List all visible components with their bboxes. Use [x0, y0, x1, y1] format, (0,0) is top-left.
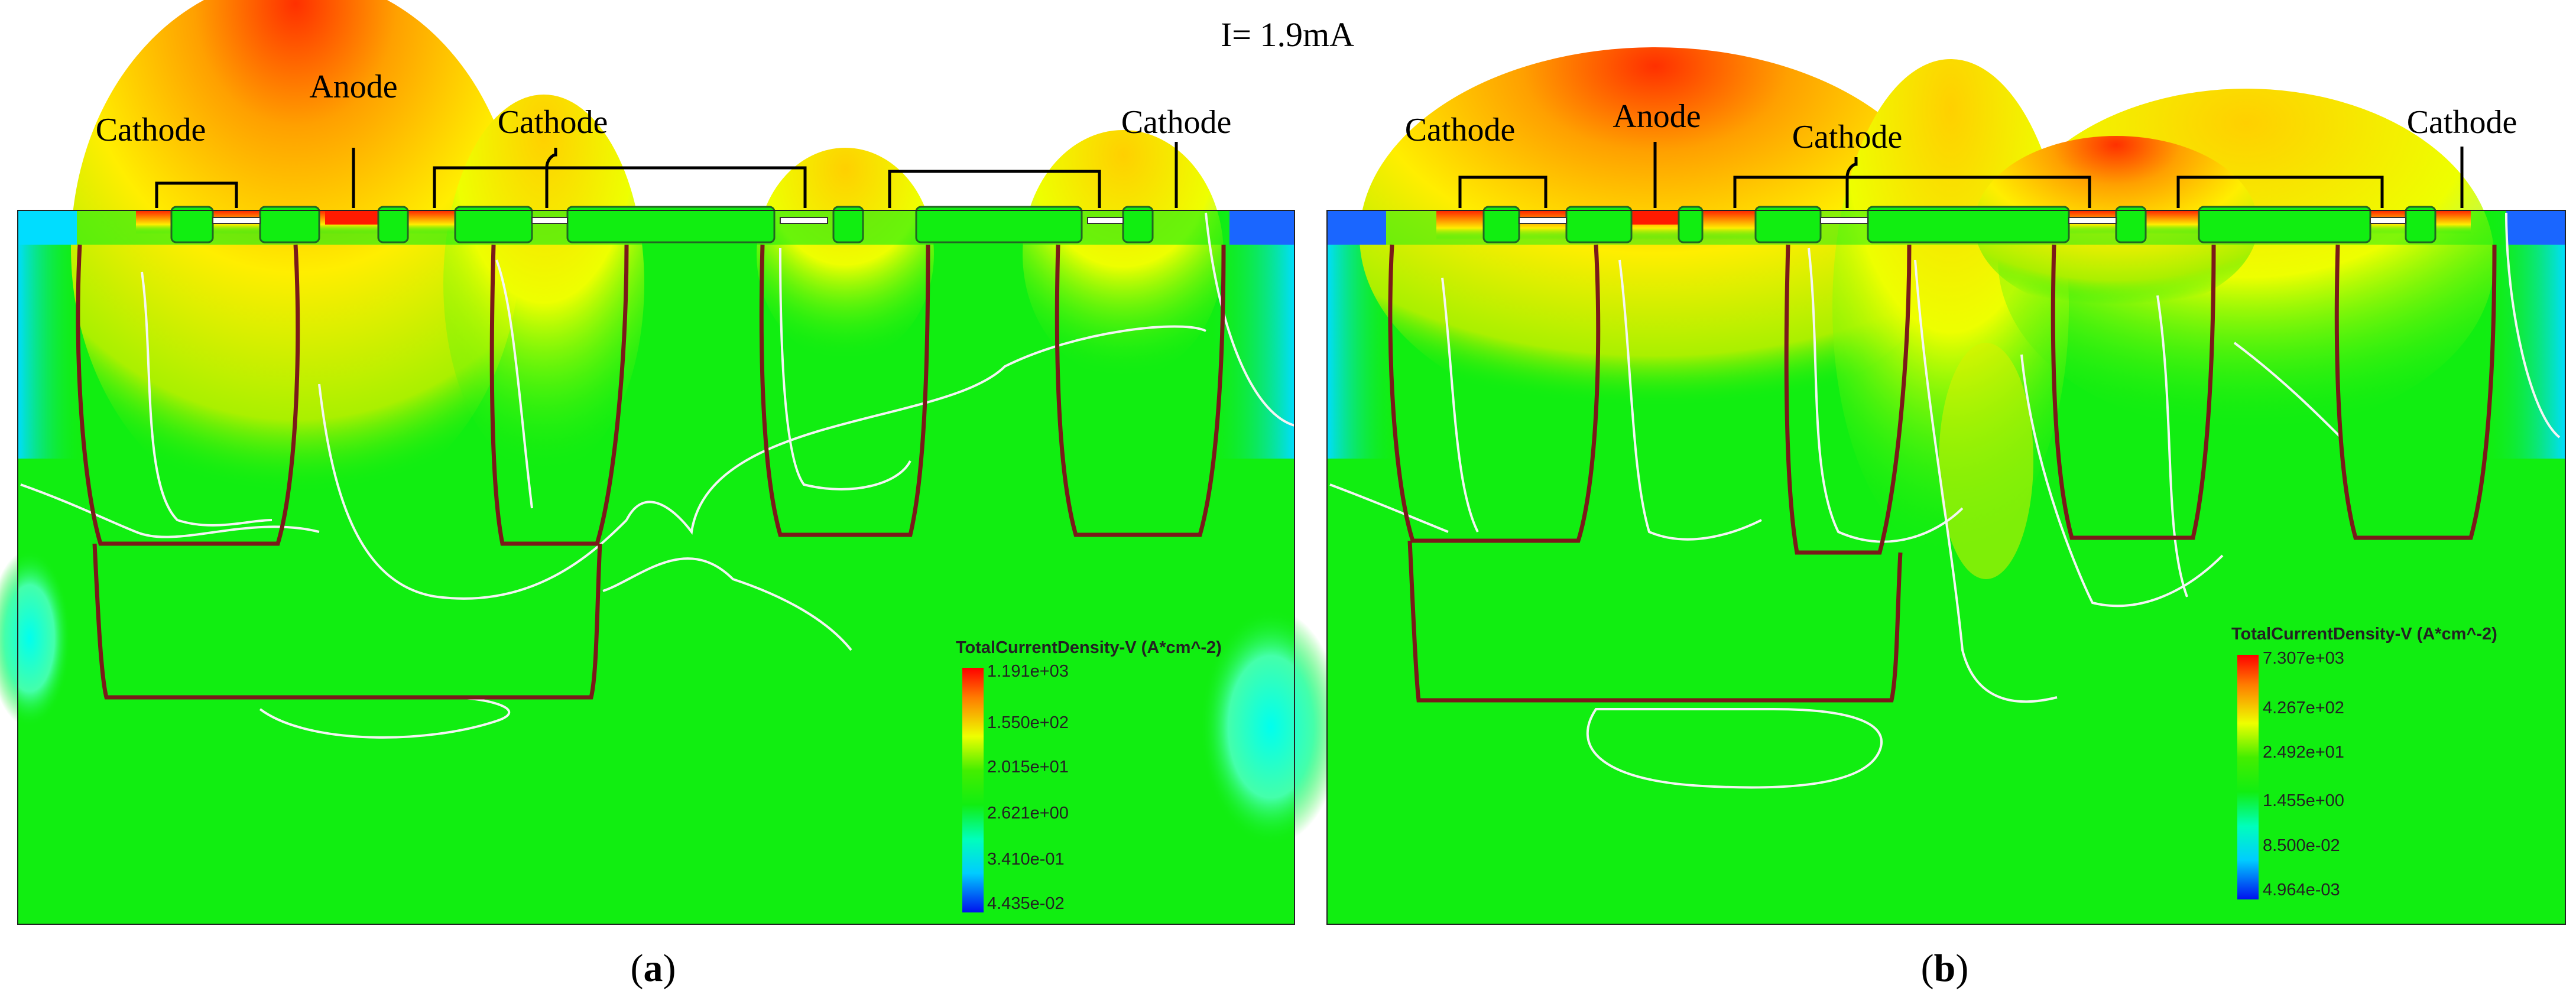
- panel-a-label-anode: Anode: [309, 69, 397, 105]
- panel-a-well-4: [1055, 244, 1226, 537]
- panel-a-deep-well: [92, 543, 602, 700]
- panel-a-legend: TotalCurrentDensity-V (A*cm^-2) 1.191e+0…: [956, 638, 1222, 913]
- panel-b-legend-bar: [2237, 655, 2259, 899]
- panel-a-legend-bar: [962, 668, 984, 912]
- panel-b-legend-tick: 1.455e+00: [2263, 791, 2344, 810]
- panel-b-anode-contact: [1631, 210, 1685, 225]
- panel-a-contours: [20, 212, 1295, 739]
- panel-b-contours: [1329, 212, 2561, 789]
- panel-b-legend-tick: 4.267e+02: [2263, 699, 2344, 717]
- panel-b-label-cathode-1: Cathode: [1405, 112, 1516, 148]
- panel-a-frame: [17, 210, 1295, 925]
- panel-a-label-cathode-1: Cathode: [96, 112, 206, 148]
- panel-a-junction-outlines: [76, 244, 1226, 700]
- panel-b-legend-tick: 4.964e-03: [2263, 881, 2340, 899]
- panel-a-well-2: [489, 244, 629, 546]
- panel-b-deep-well: [1407, 540, 1903, 703]
- panel-b-label-anode: Anode: [1613, 98, 1701, 135]
- panel-a-legend-tick: 2.621e+00: [987, 804, 1069, 823]
- panel-b-electrode-wiring: [1458, 142, 2464, 208]
- panel-a-legend-title: TotalCurrentDensity-V (A*cm^-2): [956, 638, 1222, 657]
- panel-b-well-4: [2334, 244, 2497, 540]
- panel-a-surface-blocks: [170, 206, 1154, 243]
- panel-a-legend-tick: 1.550e+02: [987, 713, 1069, 732]
- panel-a-cathode3-warm-region: [757, 148, 934, 360]
- panel-a-label-cathode-2: Cathode: [498, 104, 608, 141]
- panel-a-caption: (a): [631, 947, 676, 990]
- panel-a-well-3: [759, 244, 930, 537]
- panel-b-well-2: [1784, 244, 1912, 555]
- panel-a-cathode2-warm-region: [443, 95, 644, 473]
- panel-b-legend-title: TotalCurrentDensity-V (A*cm^-2): [2231, 625, 2497, 644]
- panel-b-legend-tick: 7.307e+03: [2263, 649, 2344, 668]
- panel-a-legend-tick: 4.435e-02: [987, 894, 1065, 913]
- panel-b-surface-blocks: [1482, 206, 2437, 243]
- panel-b: Cathode Anode Cathode Cathode TotalCurre…: [1326, 47, 2566, 990]
- figure-title: I= 1.9mA: [1221, 15, 1354, 54]
- panel-a-legend-tick: 1.191e+03: [987, 662, 1069, 681]
- panel-b-oxide-strips: [1519, 217, 2406, 224]
- panel-b-frame: [1326, 210, 2566, 925]
- panel-a-legend-tick: 2.015e+01: [987, 758, 1069, 777]
- panel-b-well-1: [1388, 244, 1601, 543]
- panel-b-surface-left-blue: [1327, 210, 1386, 245]
- panel-b-surface-right-blue: [2506, 210, 2565, 245]
- panel-a-legend-tick: 3.410e-01: [987, 850, 1065, 869]
- panel-a-surface-right-blue: [1229, 210, 1295, 245]
- panel-a-cathode4-warm-region: [1023, 130, 1224, 378]
- panel-b-filament-region: [1939, 343, 2033, 579]
- panel-b-well-3: [2051, 244, 2216, 540]
- panel-a-surface-left-cyan: [18, 210, 77, 245]
- panel-b-label-cathode-3: Cathode: [2407, 104, 2517, 141]
- panel-b-label-cathode-2: Cathode: [1792, 119, 1903, 155]
- panel-b-junction-outlines: [1388, 244, 2497, 703]
- panel-b-legend: TotalCurrentDensity-V (A*cm^-2) 7.307e+0…: [2231, 625, 2497, 899]
- panel-a-anode-contact: [325, 210, 378, 225]
- panel-a-well-1: [76, 244, 300, 546]
- panel-b-legend-tick: 8.500e-02: [2263, 836, 2340, 855]
- panel-a-right-cyan-region: [1200, 609, 1342, 845]
- panel-a-electrode-wiring: [155, 142, 1178, 208]
- panel-a-label-cathode-3: Cathode: [1121, 104, 1232, 141]
- panel-a: Cathode Anode Cathode Cathode TotalCurre…: [0, 0, 1342, 990]
- panel-b-caption: (b): [1921, 947, 1969, 990]
- panel-a-oxide-strips: [212, 217, 1124, 224]
- panel-b-legend-tick: 2.492e+01: [2263, 743, 2344, 762]
